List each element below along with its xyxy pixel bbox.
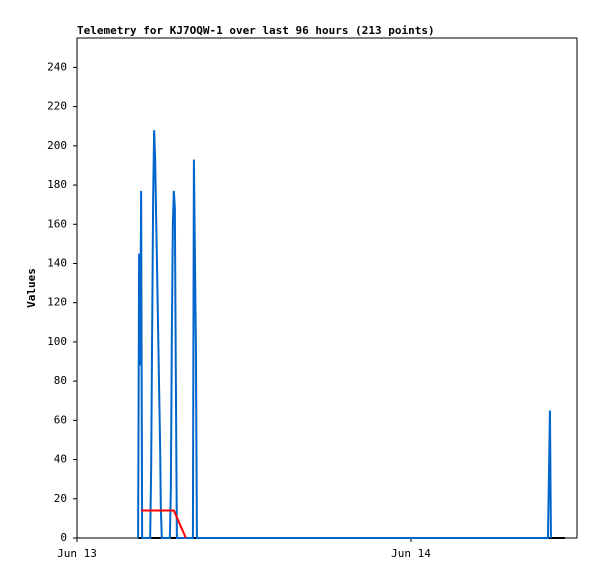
y-tick-label: 160 — [47, 217, 67, 230]
y-tick-label: 0 — [60, 531, 67, 544]
x-tick-label: Jun 13 — [57, 547, 97, 560]
y-tick-label: 200 — [47, 139, 67, 152]
y-tick-label: 20 — [54, 492, 67, 505]
y-axis-label: Values — [25, 268, 38, 308]
series-line — [141, 509, 187, 539]
y-tick-label: 40 — [54, 453, 67, 466]
series-line — [137, 130, 552, 539]
y-tick-label: 60 — [54, 413, 67, 426]
y-tick-label: 180 — [47, 178, 67, 191]
x-tick-label: Jun 14 — [391, 547, 431, 560]
y-tick-label: 140 — [47, 256, 67, 269]
y-tick-label: 80 — [54, 374, 67, 387]
chart-title: Telemetry for KJ7OQW-1 over last 96 hour… — [77, 24, 435, 37]
y-tick-label: 240 — [47, 60, 67, 73]
y-tick-label: 220 — [47, 100, 67, 113]
y-tick-label: 100 — [47, 335, 67, 348]
y-tick-label: 120 — [47, 296, 67, 309]
